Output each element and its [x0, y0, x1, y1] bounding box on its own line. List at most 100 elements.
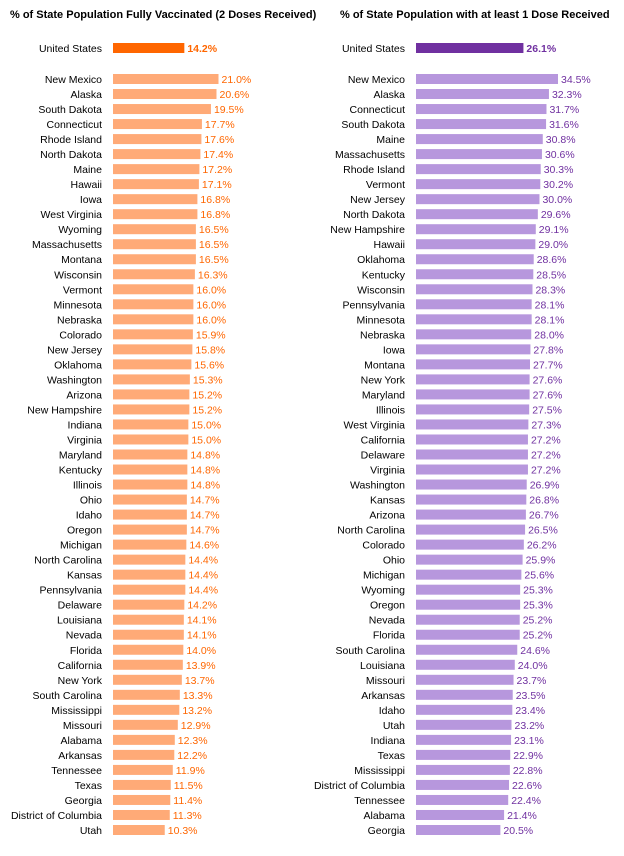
left-value-label: 19.5% [214, 104, 244, 116]
right-state-bar [416, 825, 501, 835]
right-state-bar [416, 734, 512, 745]
left-value-label: 13.3% [183, 690, 213, 702]
left-state-bar [113, 554, 186, 565]
left-state-bar [113, 569, 186, 580]
left-state-bar [113, 749, 175, 760]
left-category-label: Nevada [66, 630, 102, 642]
right-category-label: Ohio [383, 555, 405, 567]
right-state-bar [416, 239, 536, 250]
left-value-label: 11.3% [173, 810, 202, 822]
left-state-bar [113, 494, 187, 505]
left-state-bar [113, 719, 178, 730]
left-state-bar [113, 509, 187, 520]
left-category-label: Georgia [65, 795, 103, 807]
left-state-bar [113, 299, 194, 310]
left-state-bar [113, 479, 188, 490]
left-state-bar [113, 689, 180, 700]
left-value-label: 14.4% [188, 585, 218, 597]
left-state-bar [113, 134, 202, 145]
right-value-label: 28.3% [535, 284, 565, 296]
left-value-label: 13.9% [186, 660, 216, 672]
right-value-label: 26.5% [528, 525, 558, 537]
right-category-label: Oregon [370, 600, 405, 612]
right-category-label: Alabama [364, 810, 406, 822]
left-state-bar [113, 89, 217, 100]
right-value-label: 27.3% [531, 419, 561, 431]
right-value-label: 30.8% [546, 134, 576, 146]
right-value-label: 22.8% [513, 765, 543, 777]
left-state-bar [113, 734, 175, 745]
left-state-bar [113, 164, 200, 175]
right-state-bar [416, 749, 511, 760]
right-value-label: 31.6% [549, 119, 579, 131]
left-us-value-label: 14.2% [187, 43, 217, 55]
left-value-label: 13.2% [182, 705, 212, 717]
right-state-bar [416, 419, 529, 430]
right-state-bar [416, 464, 528, 475]
left-category-label: District of Columbia [11, 810, 102, 822]
left-category-label: Minnesota [54, 299, 103, 311]
right-value-label: 21.4% [507, 810, 537, 822]
left-category-label: Connecticut [47, 119, 103, 131]
left-value-label: 15.2% [192, 404, 222, 416]
right-category-label: Maine [376, 134, 405, 146]
left-state-bar [113, 644, 184, 655]
right-category-label: Illinois [376, 404, 405, 416]
left-state-bar [113, 104, 211, 115]
right-category-label: North Carolina [337, 525, 405, 537]
right-state-bar [416, 404, 530, 415]
right-state-bar [416, 599, 521, 610]
right-category-label: Oklahoma [357, 254, 405, 266]
right-category-label: Indiana [371, 735, 406, 747]
right-state-bar [416, 194, 540, 205]
left-value-label: 11.5% [174, 780, 203, 792]
left-value-label: 16.5% [199, 224, 229, 236]
left-state-bar [113, 464, 188, 475]
left-state-bar [113, 179, 199, 190]
left-category-label: Wyoming [58, 224, 102, 236]
right-value-label: 25.3% [523, 600, 553, 612]
right-category-label: Rhode Island [343, 164, 405, 176]
left-category-label: Michigan [60, 540, 102, 552]
left-category-label: Oklahoma [54, 359, 102, 371]
right-state-bar [416, 134, 543, 145]
left-category-label: Montana [61, 254, 102, 266]
right-category-label: Tennessee [354, 795, 405, 807]
right-state-bar [416, 644, 518, 655]
right-value-label: 24.0% [518, 660, 548, 672]
right-state-bar [416, 539, 524, 550]
left-value-label: 10.3% [168, 825, 198, 837]
left-value-label: 16.8% [200, 209, 230, 221]
right-value-label: 22.9% [513, 750, 543, 762]
right-value-label: 30.3% [544, 164, 574, 176]
left-state-bar [113, 344, 193, 355]
left-state-bar [113, 329, 193, 340]
right-category-label: Washington [350, 480, 405, 492]
left-value-label: 17.6% [204, 134, 234, 146]
right-us-value-label: 26.1% [526, 43, 556, 55]
right-state-bar [416, 479, 527, 490]
left-category-label: Hawaii [70, 179, 102, 191]
right-value-label: 23.5% [516, 690, 546, 702]
right-state-bar [416, 254, 534, 265]
right-value-label: 26.2% [527, 540, 557, 552]
left-value-label: 12.3% [178, 735, 208, 747]
right-state-bar [416, 209, 538, 220]
left-chart-title: % of State Population Fully Vaccinated (… [10, 9, 317, 21]
left-value-label: 15.0% [191, 419, 221, 431]
right-value-label: 27.2% [531, 434, 561, 446]
right-value-label: 23.2% [514, 720, 544, 732]
left-state-bar [113, 659, 183, 670]
right-category-label: Pennsylvania [343, 299, 406, 311]
right-state-bar [416, 179, 541, 190]
left-category-label: Kentucky [59, 465, 103, 477]
left-category-label: North Carolina [34, 555, 102, 567]
right-state-bar [416, 779, 510, 790]
left-category-label: Illinois [73, 480, 102, 492]
right-value-label: 25.6% [524, 570, 554, 582]
right-state-bar [416, 329, 532, 340]
left-category-label: South Carolina [33, 690, 103, 702]
left-value-label: 13.7% [185, 675, 215, 687]
right-state-bar [416, 719, 512, 730]
left-state-bar [113, 449, 188, 460]
